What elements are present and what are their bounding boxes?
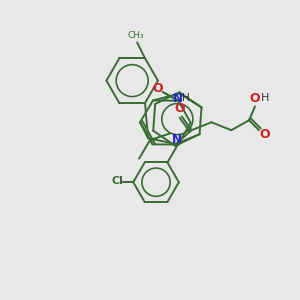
Text: CH₃: CH₃ xyxy=(128,31,144,40)
Text: O: O xyxy=(174,102,185,115)
Text: O: O xyxy=(250,92,260,105)
Text: H: H xyxy=(182,94,190,103)
Text: N: N xyxy=(173,92,183,105)
Text: H: H xyxy=(261,94,269,103)
Text: N: N xyxy=(172,133,182,146)
Text: Cl: Cl xyxy=(112,176,123,186)
Text: O: O xyxy=(152,82,163,95)
Text: O: O xyxy=(260,128,270,141)
